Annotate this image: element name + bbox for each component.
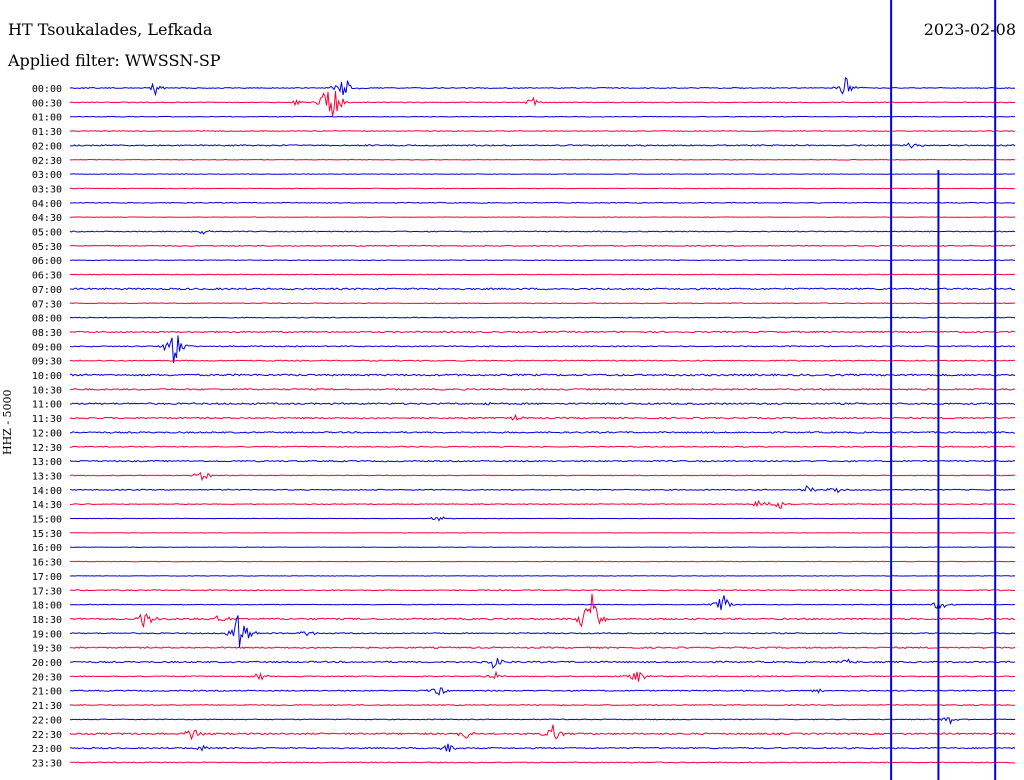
row-label: 02:30 xyxy=(32,156,62,167)
trace-row xyxy=(69,287,1016,291)
trace-row xyxy=(69,244,1016,247)
row-label: 19:00 xyxy=(32,629,62,640)
trace-row xyxy=(69,459,1016,463)
row-label: 11:30 xyxy=(32,414,62,425)
trace-row xyxy=(69,302,1016,305)
row-label: 08:30 xyxy=(32,328,62,339)
trace-row xyxy=(69,595,1016,611)
trace-row xyxy=(69,201,1016,204)
row-labels: 00:00 00:30 01:00 01:30 02:00 02:30 03:00 03:30… xyxy=(32,84,62,769)
row-label: 06:00 xyxy=(32,256,62,267)
row-label: 23:30 xyxy=(32,758,62,769)
row-label: 23:00 xyxy=(32,744,62,755)
row-label: 20:00 xyxy=(32,658,62,669)
row-label: 09:30 xyxy=(32,357,62,368)
row-label: 05:00 xyxy=(32,228,62,239)
trace-row xyxy=(69,445,1016,448)
row-label: 08:00 xyxy=(32,314,62,325)
row-label: 16:00 xyxy=(32,543,62,554)
trace-row xyxy=(69,743,1016,753)
trace-row xyxy=(69,130,1015,132)
trace-row xyxy=(69,724,1016,741)
trace-row xyxy=(69,316,1016,319)
row-label: 07:30 xyxy=(32,299,62,310)
trace-row xyxy=(69,646,1016,650)
row-label: 01:30 xyxy=(32,127,62,138)
row-label: 14:30 xyxy=(32,500,62,511)
row-label: 12:00 xyxy=(32,428,62,439)
row-label: 15:30 xyxy=(32,529,62,540)
row-label: 09:00 xyxy=(32,342,62,353)
trace-row xyxy=(69,142,1016,149)
traces xyxy=(69,76,1016,764)
trace-row xyxy=(69,717,1016,725)
row-label: 21:00 xyxy=(32,687,62,698)
date-label: 2023-02-08 xyxy=(923,20,1016,39)
trace-row xyxy=(70,216,1016,218)
row-label: 03:30 xyxy=(32,184,62,195)
vertical-spikes xyxy=(890,0,997,780)
trace-row xyxy=(69,471,1016,482)
row-label: 10:00 xyxy=(32,371,62,382)
row-label: 20:30 xyxy=(32,672,62,683)
trace-row xyxy=(69,687,1016,696)
row-label: 22:30 xyxy=(32,730,62,741)
trace-row xyxy=(69,259,1016,262)
trace-row xyxy=(69,761,1015,764)
trace-row xyxy=(70,658,1016,669)
row-label: 17:30 xyxy=(32,586,62,597)
trace-row xyxy=(69,273,1016,276)
row-label: 21:30 xyxy=(32,701,62,712)
trace-row xyxy=(69,401,1016,406)
station-title: HT Tsoukalades, Lefkada xyxy=(8,20,213,39)
row-label: 00:00 xyxy=(32,84,62,95)
trace-row xyxy=(69,187,1016,190)
trace-row xyxy=(69,373,1016,377)
trace-row xyxy=(69,335,1016,363)
row-label: 00:30 xyxy=(32,98,62,109)
trace-row xyxy=(69,431,1016,434)
row-label: 18:00 xyxy=(32,601,62,612)
row-label: 04:30 xyxy=(32,213,62,224)
trace-row xyxy=(70,387,1015,391)
trace-row xyxy=(70,516,1015,522)
row-label: 22:00 xyxy=(32,715,62,726)
row-label: 05:30 xyxy=(32,242,62,253)
row-label: 19:30 xyxy=(32,644,62,655)
trace-row xyxy=(69,499,1016,509)
trace-row xyxy=(69,359,1016,362)
row-label: 17:00 xyxy=(32,572,62,583)
trace-row xyxy=(69,330,1016,334)
trace-row xyxy=(69,704,1016,707)
trace-row xyxy=(69,485,1016,494)
row-label: 15:00 xyxy=(32,515,62,526)
row-label: 11:00 xyxy=(32,400,62,411)
trace-row xyxy=(69,589,1015,592)
row-label: 10:30 xyxy=(32,385,62,396)
trace-row xyxy=(69,413,1016,421)
trace-row xyxy=(69,560,1016,563)
row-label: 07:00 xyxy=(32,285,62,296)
trace-row xyxy=(69,76,1016,97)
row-label: 16:30 xyxy=(32,558,62,569)
trace-row xyxy=(69,670,1016,682)
row-label: 14:00 xyxy=(32,486,62,497)
trace-row xyxy=(70,615,1016,648)
row-label: 13:00 xyxy=(32,457,62,468)
row-label: 01:00 xyxy=(32,113,62,124)
row-label: 04:00 xyxy=(32,199,62,210)
row-label: 13:30 xyxy=(32,471,62,482)
trace-row xyxy=(69,115,1016,118)
trace-row xyxy=(69,593,1016,628)
row-label: 18:30 xyxy=(32,615,62,626)
row-label: 03:00 xyxy=(32,170,62,181)
filter-label: Applied filter: WWSSN-SP xyxy=(8,51,221,70)
row-label: 02:00 xyxy=(32,141,62,152)
trace-row xyxy=(69,230,1016,235)
trace-row xyxy=(69,90,1015,117)
trace-row xyxy=(69,158,1015,161)
row-label: 06:30 xyxy=(32,271,62,282)
row-label: 12:30 xyxy=(32,443,62,454)
